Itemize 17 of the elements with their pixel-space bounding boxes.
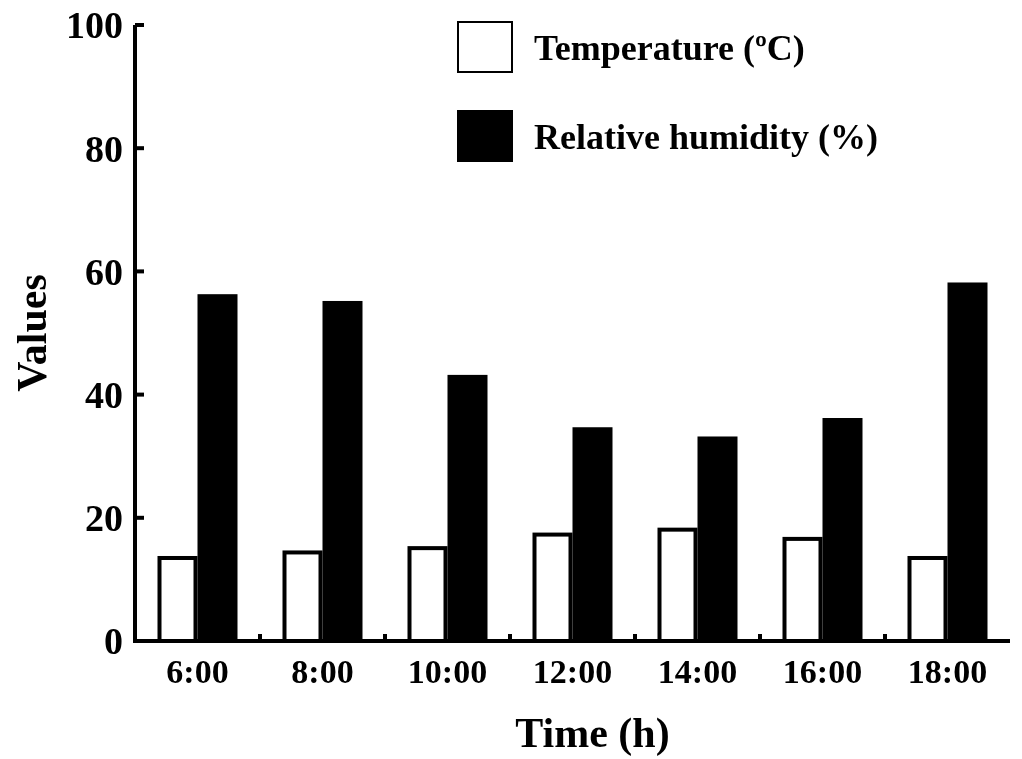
x-tick-label: 6:00 <box>166 653 229 690</box>
y-tick-label: 60 <box>85 250 123 293</box>
x-tick-label: 10:00 <box>407 653 488 690</box>
x-tick-label: 18:00 <box>907 653 988 690</box>
legend-label: Temperature (ºC) <box>534 27 805 68</box>
legend-label: Relative humidity (%) <box>534 116 878 157</box>
y-tick-label: 20 <box>85 497 123 540</box>
y-tick-label: 40 <box>85 373 123 416</box>
x-tick-label: 12:00 <box>532 653 613 690</box>
x-tick-label: 8:00 <box>291 653 354 690</box>
x-tick-label: 16:00 <box>782 653 863 690</box>
x-axis-title: Time (h) <box>515 710 670 757</box>
y-tick-label: 0 <box>104 620 123 663</box>
y-axis-title: Values <box>9 274 55 392</box>
x-tick-label: 14:00 <box>657 653 738 690</box>
y-tick-label: 100 <box>66 4 123 47</box>
y-tick-label: 80 <box>85 127 123 170</box>
